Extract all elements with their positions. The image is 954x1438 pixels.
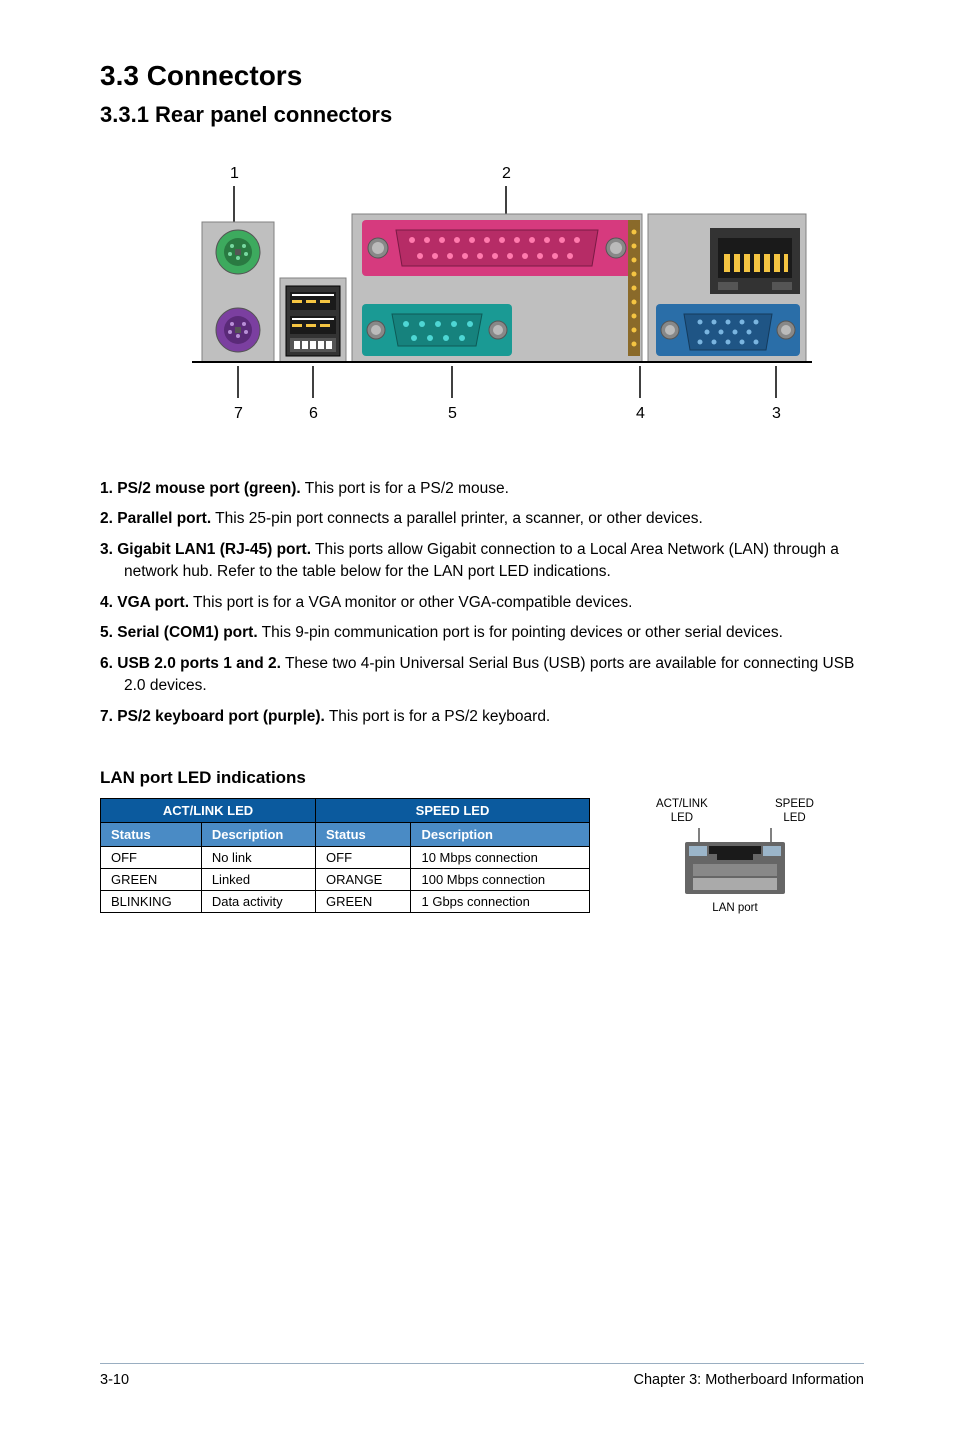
diagram-label-2: 2: [502, 165, 511, 182]
led-col-header: Status: [101, 823, 202, 847]
lan-label-right: SPEED LED: [775, 798, 814, 826]
led-cell: 10 Mbps connection: [411, 847, 590, 869]
chapter-label: Chapter 3: Motherboard Information: [633, 1372, 864, 1388]
lan-port-diagram: ACT/LINK LED SPEED LED LAN port: [650, 798, 820, 915]
led-cell: GREEN: [101, 869, 202, 891]
diagram-svg: 1 2: [152, 158, 812, 438]
led-cell: No link: [201, 847, 315, 869]
diagram-label-1: 1: [230, 165, 239, 182]
led-cell: 1 Gbps connection: [411, 891, 590, 913]
list-item: 3. Gigabit LAN1 (RJ-45) port. This ports…: [100, 539, 864, 584]
lan-port-svg: [675, 828, 795, 898]
list-item: 2. Parallel port. This 25-pin port conne…: [100, 508, 864, 530]
led-col-header: Description: [411, 823, 590, 847]
led-cell: GREEN: [316, 891, 411, 913]
lan-port-caption: LAN port: [650, 902, 820, 916]
led-cell: Linked: [201, 869, 315, 891]
led-cell: 100 Mbps connection: [411, 869, 590, 891]
led-group-header: ACT/LINK LED: [101, 799, 316, 823]
led-cell: ORANGE: [316, 869, 411, 891]
led-cell: OFF: [316, 847, 411, 869]
led-section: ACT/LINK LED SPEED LED Status Descriptio…: [100, 798, 864, 915]
list-item: 1. PS/2 mouse port (green). This port is…: [100, 478, 864, 500]
diagram-label-5: 5: [448, 405, 457, 422]
led-cell: BLINKING: [101, 891, 202, 913]
page-number: 3-10: [100, 1372, 129, 1388]
section-title: 3.3 Connectors: [100, 60, 864, 92]
lan-label-left: ACT/LINK LED: [656, 798, 708, 826]
page-footer: 3-10 Chapter 3: Motherboard Information: [100, 1363, 864, 1388]
list-item: 6. USB 2.0 ports 1 and 2. These two 4-pi…: [100, 653, 864, 698]
list-item: 4. VGA port. This port is for a VGA moni…: [100, 592, 864, 614]
rear-panel-diagram: 1 2: [152, 158, 812, 438]
list-item: 5. Serial (COM1) port. This 9-pin commun…: [100, 622, 864, 644]
diagram-label-7: 7: [234, 405, 243, 422]
diagram-label-6: 6: [309, 405, 318, 422]
led-section-title: LAN port LED indications: [100, 768, 864, 788]
led-cell: OFF: [101, 847, 202, 869]
connector-descriptions: 1. PS/2 mouse port (green). This port is…: [100, 478, 864, 728]
diagram-label-3: 3: [772, 405, 781, 422]
led-col-header: Description: [201, 823, 315, 847]
list-item: 7. PS/2 keyboard port (purple). This por…: [100, 706, 864, 728]
subsection-title: 3.3.1 Rear panel connectors: [100, 102, 864, 128]
diagram-label-4: 4: [636, 405, 645, 422]
led-col-header: Status: [316, 823, 411, 847]
led-table: ACT/LINK LED SPEED LED Status Descriptio…: [100, 798, 590, 913]
led-cell: Data activity: [201, 891, 315, 913]
led-group-header: SPEED LED: [316, 799, 590, 823]
